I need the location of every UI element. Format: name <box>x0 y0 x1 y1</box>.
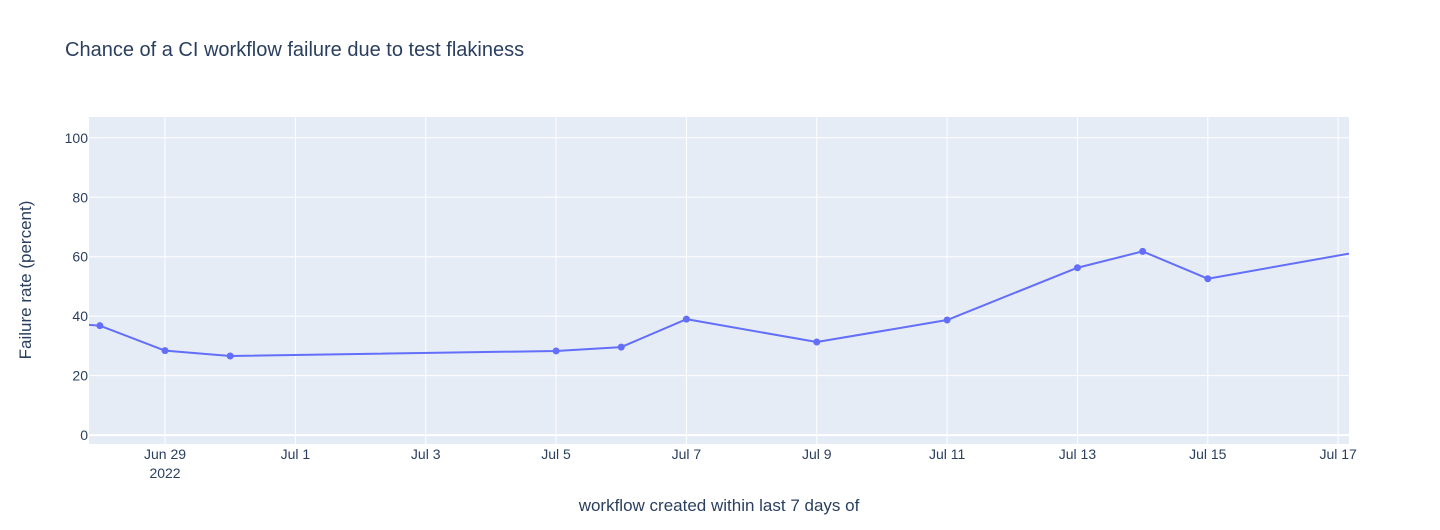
data-point <box>617 343 625 351</box>
chart-title: Chance of a CI workflow failure due to t… <box>65 39 524 61</box>
data-point <box>1139 247 1147 255</box>
data-point <box>161 347 169 355</box>
data-point <box>226 352 234 360</box>
x-tick-label: Jul 13 <box>1059 446 1097 462</box>
plot-background <box>89 117 1349 444</box>
data-point <box>943 316 951 324</box>
x-tick-label: Jul 11 <box>929 446 966 462</box>
data-point <box>682 315 690 323</box>
y-axis-title: Failure rate (percent) <box>16 201 35 360</box>
data-point <box>96 322 104 330</box>
y-tick-label: 40 <box>72 308 88 324</box>
x-tick-label: Jul 17 <box>1319 446 1357 462</box>
grid <box>89 117 1349 444</box>
x-tick-label: Jul 3 <box>411 446 441 462</box>
data-point <box>1204 275 1212 283</box>
x-axis-title: workflow created within last 7 days of <box>578 496 860 515</box>
y-tick-label: 80 <box>72 189 88 205</box>
y-tick-label: 100 <box>65 130 89 146</box>
x-tick-label: Jul 15 <box>1189 446 1227 462</box>
x-tick-label: Jun 29 <box>144 446 186 462</box>
x-ticks: Jun 29 2022 Jul 1 Jul 3 Jul 5 Jul 7 Jul 9 Jul 1… <box>144 446 1357 481</box>
x-tick-label: Jul 7 <box>672 446 702 462</box>
y-tick-label: 0 <box>80 427 88 443</box>
x-tick-label: Jul 9 <box>802 446 832 462</box>
y-tick-label: 60 <box>72 249 88 265</box>
data-point <box>552 347 560 355</box>
series-clip-group <box>89 247 1349 360</box>
x-tick-label: Jul 1 <box>281 446 311 462</box>
series-group <box>89 247 1349 360</box>
x-tick-label: Jul 5 <box>541 446 571 462</box>
x-tick-year-label: 2022 <box>149 465 180 481</box>
y-ticks: 0 20 40 60 80 100 <box>65 130 89 443</box>
data-point <box>813 338 821 346</box>
data-point <box>1073 264 1081 272</box>
y-tick-label: 20 <box>72 368 88 384</box>
